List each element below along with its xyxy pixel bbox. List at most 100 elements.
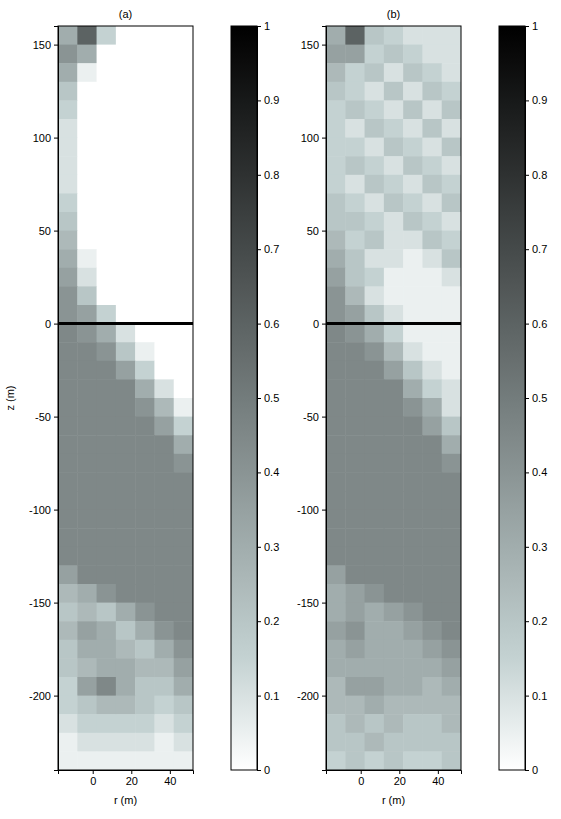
- heat-cell: [97, 119, 117, 138]
- heat-cell: [116, 417, 136, 436]
- heat-cell: [116, 528, 136, 547]
- heat-cell: [384, 528, 404, 547]
- heat-cell: [442, 45, 461, 64]
- heat-cell: [174, 398, 193, 417]
- heat-cell: [116, 435, 136, 454]
- heat-cell: [403, 286, 423, 305]
- heat-cell: [422, 510, 442, 529]
- colorbar-axis-tick-mark: [525, 398, 529, 399]
- heat-cell: [116, 733, 136, 752]
- colorbar-axis-line: [526, 27, 530, 771]
- y-axis-tick-mark: [322, 603, 326, 604]
- y-axis-tick-mark: [54, 603, 58, 604]
- heat-cell: [384, 733, 404, 752]
- heat-cell: [403, 45, 423, 64]
- heat-cell: [77, 156, 97, 175]
- heat-cell: [77, 305, 97, 324]
- heat-cell: [442, 621, 461, 640]
- heat-cell: [116, 268, 136, 287]
- heat-cell: [403, 733, 423, 752]
- heat-cell: [365, 677, 385, 696]
- colorbar-axis-tick: 0.7: [257, 243, 279, 255]
- y-axis-tick-label: 150: [33, 39, 51, 51]
- heat-cell: [77, 658, 97, 677]
- heat-cell: [326, 510, 346, 529]
- heat-cell: [384, 751, 404, 770]
- colorbar-axis-tick-mark: [525, 621, 529, 622]
- heat-cell: [422, 249, 442, 268]
- heat-cell: [58, 324, 78, 343]
- heat-cell: [97, 696, 117, 715]
- heat-cell: [365, 510, 385, 529]
- heat-cell: [97, 305, 117, 324]
- heat-cell: [384, 435, 404, 454]
- heat-cell: [174, 472, 193, 491]
- colorbar-axis-tick-mark: [257, 324, 261, 325]
- heat-cell: [154, 231, 174, 250]
- y-axis-tick: -100: [297, 504, 326, 516]
- heat-cell: [174, 156, 193, 175]
- heat-cell: [345, 696, 365, 715]
- heat-cell: [174, 547, 193, 566]
- heat-cell: [135, 454, 155, 473]
- y-axis-tick-label: 100: [33, 132, 51, 144]
- heat-cell: [58, 510, 78, 529]
- x-axis-tick: 40: [164, 770, 176, 787]
- heat-cell: [174, 640, 193, 659]
- heat-cell: [97, 640, 117, 659]
- heat-cell: [154, 472, 174, 491]
- heat-cell: [345, 510, 365, 529]
- plot-frame: [58, 26, 193, 770]
- colorbar-axis-tick-mark: [257, 621, 261, 622]
- heat-cell: [77, 82, 97, 101]
- heat-cell: [135, 547, 155, 566]
- heat-cell: [422, 677, 442, 696]
- heat-cell: [116, 658, 136, 677]
- heat-cell: [97, 156, 117, 175]
- heat-cell: [365, 584, 385, 603]
- heat-cell: [365, 156, 385, 175]
- heat-cell: [135, 268, 155, 287]
- heat-cell: [116, 640, 136, 659]
- heat-cell: [345, 26, 365, 45]
- heat-cell: [442, 696, 461, 715]
- heat-cell: [422, 286, 442, 305]
- heat-cell: [135, 435, 155, 454]
- heat-cell: [384, 324, 404, 343]
- heat-cell: [77, 584, 97, 603]
- heat-cell: [97, 472, 117, 491]
- colorbar-axis-tick-mark: [257, 547, 261, 548]
- heat-cell: [77, 472, 97, 491]
- heat-cell: [345, 324, 365, 343]
- heat-cell: [116, 175, 136, 194]
- heat-cell: [77, 286, 97, 305]
- heat-cell: [345, 435, 365, 454]
- heat-cell: [365, 751, 385, 770]
- heat-cell: [365, 268, 385, 287]
- x-axis: 02040: [327, 770, 462, 787]
- heat-cell: [154, 677, 174, 696]
- heat-cell: [345, 472, 365, 491]
- heat-cell: [174, 584, 193, 603]
- panel-title: (b): [387, 8, 400, 20]
- colorbar-axis-line: [258, 27, 262, 771]
- heat-cell: [442, 677, 461, 696]
- heat-cell: [154, 658, 174, 677]
- heat-cell: [97, 417, 117, 436]
- heat-cell: [422, 138, 442, 157]
- heat-cell: [422, 175, 442, 194]
- heat-cell: [345, 175, 365, 194]
- heat-cell: [135, 472, 155, 491]
- heat-cell: [116, 398, 136, 417]
- colorbar-axis-tick-mark: [525, 26, 529, 27]
- heat-cell: [154, 547, 174, 566]
- plot-area: [326, 26, 461, 770]
- heat-cell: [365, 733, 385, 752]
- heat-cell: [174, 658, 193, 677]
- heat-cell: [97, 138, 117, 157]
- heat-cell: [403, 324, 423, 343]
- reference-line: [58, 322, 193, 325]
- heat-cell: [345, 621, 365, 640]
- heat-cell: [365, 621, 385, 640]
- heat-cell: [384, 361, 404, 380]
